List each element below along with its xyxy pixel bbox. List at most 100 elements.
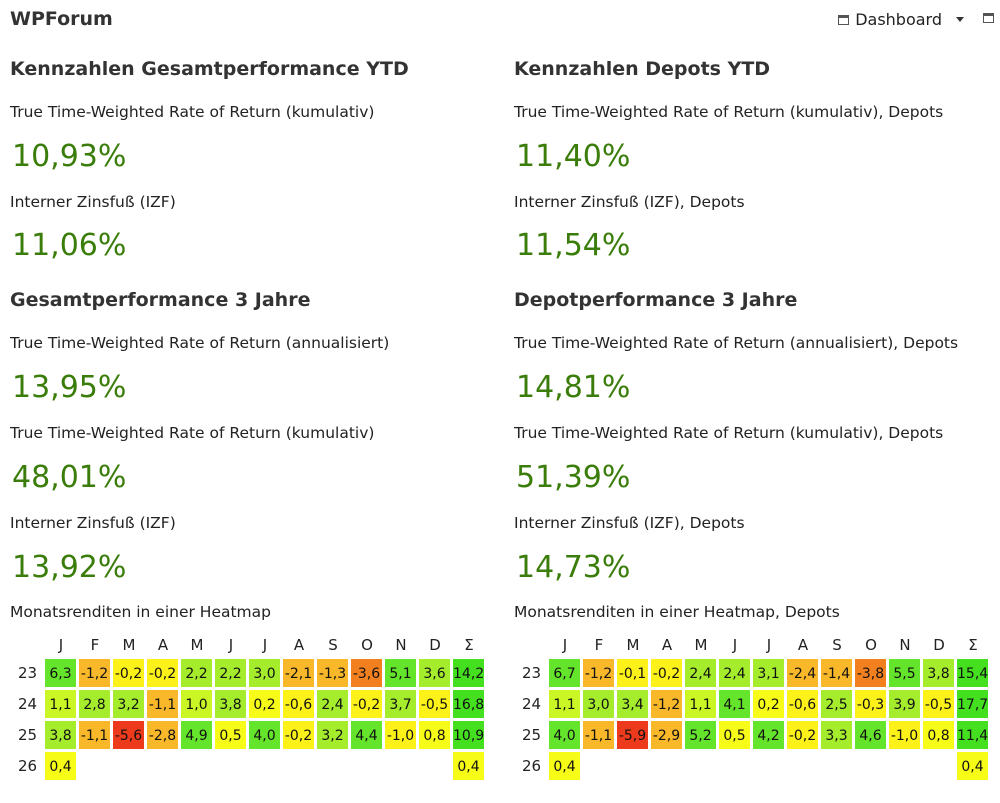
heatmap-cell: 5,2 [684, 720, 717, 750]
heatmap-cell: 3,8 [44, 720, 77, 750]
izf3-label: Interner Zinsfuß (IZF) [10, 514, 176, 532]
heatmap-cell: 0,5 [718, 720, 751, 750]
month-header: M [626, 636, 640, 654]
month-header: J [766, 636, 772, 654]
heatmap-cell: 4,1 [718, 689, 751, 719]
heatmap-cell: 3,0 [248, 658, 281, 688]
heatmap-cell: -5,9 [616, 720, 649, 750]
heatmap-title: Monatsrenditen in einer Heatmap [10, 603, 271, 621]
heatmap-cell: -0,2 [282, 720, 315, 750]
depots-ttwr-kum-label: True Time-Weighted Rate of Return (kumul… [514, 103, 944, 121]
ttwr3-kum-label: True Time-Weighted Rate of Return (kumul… [10, 424, 375, 442]
heatmap-cell: -0,6 [786, 689, 819, 719]
izf-label: Interner Zinsfuß (IZF) [10, 193, 176, 211]
month-header: N [395, 636, 407, 654]
year-label: 25 [522, 726, 542, 744]
heatmap-sum-cell: 10,9 [452, 720, 485, 750]
depots-ttwr3-ann-value: 14,81% [516, 370, 631, 405]
depots-ttwr-kum-value: 11,40% [516, 139, 631, 174]
month-header: J [732, 636, 738, 654]
year-label: 25 [18, 726, 38, 744]
ttwr3-kum-value: 48,01% [12, 460, 127, 495]
heatmap-cell: -1,2 [582, 658, 615, 688]
heatmap-cell: -1,0 [384, 720, 417, 750]
year-label: 24 [522, 695, 542, 713]
depots-izf-value: 11,54% [516, 228, 631, 263]
top-bar: WPForum Dashboard [0, 0, 1000, 40]
month-header: J [262, 636, 268, 654]
year-label: 24 [18, 695, 38, 713]
heatmap-cell: -0,1 [616, 658, 649, 688]
heatmap-cell: 3,7 [384, 689, 417, 719]
heatmap-cell: 4,4 [350, 720, 383, 750]
heatmap-cell: -1,2 [650, 689, 683, 719]
heatmap-cell: -2,9 [650, 720, 683, 750]
heatmap-cell: -1,1 [78, 720, 111, 750]
month-header: A [157, 636, 169, 654]
heatmap-cell: 4,0 [248, 720, 281, 750]
month-header: J [562, 636, 568, 654]
heatmap-cell: 3,2 [316, 720, 349, 750]
heatmap-cell: 3,9 [888, 689, 921, 719]
heatmap-cell: -0,2 [146, 658, 179, 688]
heatmap-sum-cell: 14,2 [452, 658, 485, 688]
heatmap-cell: 1,0 [180, 689, 213, 719]
heatmap-cell: -0,5 [418, 689, 451, 719]
heatmap-cell: 0,4 [548, 751, 581, 781]
heatmap-cell: 3,3 [820, 720, 853, 750]
heatmap-cell: 4,2 [752, 720, 785, 750]
month-header: F [90, 636, 100, 654]
heatmap-cell: 3,4 [616, 689, 649, 719]
heatmap-cell: 0,8 [418, 720, 451, 750]
heatmap-cell: 3,1 [752, 658, 785, 688]
heatmap-cell: 0,2 [248, 689, 281, 719]
heatmap-cell: 0,2 [752, 689, 785, 719]
heatmap-cell: -1,2 [78, 658, 111, 688]
section-title-ytd: Kennzahlen Gesamtperformance YTD [10, 58, 409, 80]
heatmap-cell: -1,1 [582, 720, 615, 750]
month-header: S [832, 636, 842, 654]
month-header: A [661, 636, 673, 654]
year-label: 26 [522, 757, 542, 775]
heatmap-sum-cell: 0,4 [452, 751, 485, 781]
izf-value: 11,06% [12, 228, 127, 263]
depots-izf3-label: Interner Zinsfuß (IZF), Depots [514, 514, 745, 532]
depots-izf-label: Interner Zinsfuß (IZF), Depots [514, 193, 745, 211]
heatmap-cell: 4,0 [548, 720, 581, 750]
heatmap-cell: 6,7 [548, 658, 581, 688]
heatmap-cell: 2,4 [684, 658, 717, 688]
heatmap-cell: -0,3 [854, 689, 887, 719]
month-header: F [594, 636, 604, 654]
heatmap-cell: 5,1 [384, 658, 417, 688]
ttwr-kum-label: True Time-Weighted Rate of Return (kumul… [10, 103, 375, 121]
heatmap-cell: 1,1 [44, 689, 77, 719]
heatmap-cell: 0,8 [922, 720, 955, 750]
heatmap-sum-cell: 0,4 [956, 751, 989, 781]
izf3-value: 13,92% [12, 550, 127, 585]
window-icon [838, 14, 850, 25]
depots-izf3-value: 14,73% [516, 550, 631, 585]
heatmap-cell: -0,6 [282, 689, 315, 719]
depots-ttwr3-kum-value: 51,39% [516, 460, 631, 495]
heatmap-cell: -1,0 [888, 720, 921, 750]
section-title-depots-3y: Depotperformance 3 Jahre [514, 289, 798, 311]
depots-heatmap-title: Monatsrenditen in einer Heatmap, Depots [514, 603, 840, 621]
maximize-icon[interactable] [983, 13, 994, 23]
year-label: 23 [18, 664, 38, 682]
dashboard-label: Dashboard [855, 10, 942, 29]
month-header: O [361, 636, 373, 654]
heatmap-cell: 3,2 [112, 689, 145, 719]
month-header: O [865, 636, 877, 654]
heatmap-cell: -1,1 [146, 689, 179, 719]
heatmap-cell: 4,9 [180, 720, 213, 750]
section-title-3y: Gesamtperformance 3 Jahre [10, 289, 311, 311]
heatmap-cell: -0,2 [786, 720, 819, 750]
heatmap-cell: -0,5 [922, 689, 955, 719]
dashboard-selector[interactable]: Dashboard [838, 10, 964, 29]
heatmap-cell: -1,4 [820, 658, 853, 688]
month-header: N [899, 636, 911, 654]
ttwr3-ann-value: 13,95% [12, 370, 127, 405]
heatmap-cell: -3,6 [350, 658, 383, 688]
month-header: J [228, 636, 234, 654]
heatmap-cell: 1,1 [684, 689, 717, 719]
